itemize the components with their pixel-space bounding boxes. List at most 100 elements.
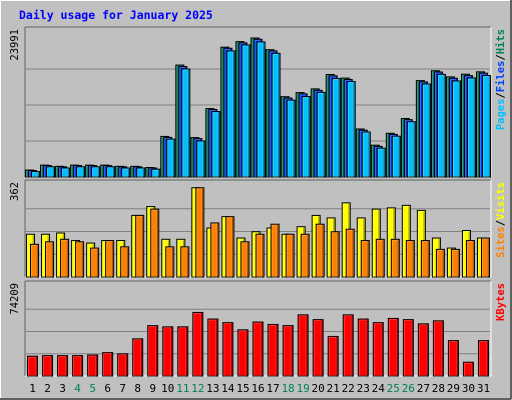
x-tick-label: 14 (221, 382, 235, 395)
bar-pages-day-17 (271, 52, 281, 178)
bar-pages-day-23 (361, 131, 371, 178)
x-tick-label: 9 (149, 382, 156, 395)
bar-sites-day-23 (360, 240, 370, 278)
bar-sites-day-25 (390, 238, 400, 278)
x-tick-label: 26 (402, 382, 415, 395)
x-tick-label: 8 (134, 382, 141, 395)
ylabel-part: Hits (495, 29, 507, 54)
bar-sites-day-1 (30, 243, 40, 278)
bar-pages-day-27 (421, 83, 431, 178)
x-tick-label: 23 (357, 382, 370, 395)
bar-kbytes-day-19 (297, 314, 309, 377)
bar-sites-day-14 (225, 216, 235, 278)
ylabel-part: KBytes (495, 283, 507, 321)
x-tick-label: 18 (281, 382, 294, 395)
x-tick-label: 24 (372, 382, 386, 395)
bar-kbytes-day-17 (267, 323, 279, 377)
bar-sites-day-30 (465, 240, 475, 278)
bar-pages-day-13 (211, 111, 221, 178)
bar-pages-day-1 (31, 171, 41, 178)
bar-kbytes-day-29 (447, 340, 459, 377)
panel-hits-ylabel: Pages/Files/Hits (495, 29, 507, 130)
bar-sites-day-2 (45, 241, 55, 278)
bar-pages-day-16 (256, 41, 266, 178)
panel-kbytes: 74209 KBytes (9, 280, 507, 377)
bar-kbytes-day-10 (162, 326, 174, 377)
bar-sites-day-9 (150, 208, 160, 278)
bar-kbytes-day-31 (477, 340, 489, 377)
bar-pages-day-3 (61, 167, 71, 178)
bar-sites-day-11 (180, 246, 190, 278)
x-tick-label: 21 (327, 382, 340, 395)
panel-hits: 23991 Pages/Files/Hits (9, 26, 507, 178)
x-tick-label: 31 (477, 382, 490, 395)
bar-kbytes-day-9 (147, 325, 159, 377)
bar-sites-day-10 (165, 246, 175, 278)
bar-kbytes-day-26 (402, 319, 414, 377)
bar-sites-day-26 (405, 240, 415, 278)
bar-sites-day-21 (330, 231, 340, 278)
bar-kbytes-day-6 (102, 352, 114, 377)
chart-title: Daily usage for January 2025 (19, 8, 213, 22)
bar-kbytes-day-18 (282, 325, 294, 377)
bar-kbytes-day-8 (132, 338, 144, 377)
x-tick-label: 13 (206, 382, 219, 395)
bar-kbytes-day-20 (312, 319, 324, 377)
bar-sites-day-27 (420, 240, 430, 278)
bar-pages-day-6 (106, 166, 116, 178)
x-tick-label: 4 (74, 382, 81, 395)
x-tick-label: 28 (432, 382, 445, 395)
x-tick-label: 27 (417, 382, 430, 395)
bar-pages-day-5 (91, 166, 101, 178)
bar-sites-day-29 (450, 248, 460, 278)
bar-kbytes-day-16 (252, 321, 264, 377)
bar-pages-day-30 (466, 77, 476, 178)
x-tick-label: 6 (104, 382, 111, 395)
x-tick-label: 29 (447, 382, 460, 395)
bar-pages-day-10 (166, 138, 176, 178)
bar-pages-day-18 (286, 99, 296, 178)
bar-sites-day-17 (270, 223, 280, 278)
bar-pages-day-14 (226, 50, 236, 178)
bar-sites-day-31 (480, 237, 490, 278)
bar-sites-day-28 (435, 248, 445, 278)
bar-kbytes-day-1 (27, 355, 39, 377)
bar-kbytes-day-15 (237, 329, 249, 377)
bar-pages-day-24 (376, 147, 386, 178)
bar-pages-day-15 (241, 44, 251, 178)
bar-sites-day-4 (75, 241, 85, 278)
bar-kbytes-day-11 (177, 326, 189, 377)
bar-kbytes-day-3 (57, 355, 69, 377)
bar-pages-day-31 (481, 75, 491, 178)
x-tick-label: 30 (462, 382, 475, 395)
bar-pages-day-28 (436, 73, 446, 178)
bar-pages-day-20 (316, 91, 326, 178)
y-max-label: 23991 (9, 29, 21, 61)
bar-kbytes-day-22 (342, 314, 354, 377)
bar-pages-day-25 (391, 135, 401, 178)
bar-kbytes-day-23 (357, 318, 369, 377)
bar-pages-day-2 (46, 166, 56, 178)
ylabel-part: / (495, 220, 507, 226)
bar-kbytes-day-30 (462, 361, 474, 377)
bar-sites-day-7 (120, 246, 130, 278)
bar-sites-day-15 (240, 241, 250, 278)
panel-visits: 362 Sites/Visits (9, 179, 507, 278)
bar-sites-day-18 (285, 233, 295, 278)
bar-sites-day-5 (90, 247, 100, 278)
bar-sites-day-22 (345, 228, 355, 278)
x-tick-label: 15 (236, 382, 249, 395)
ylabel-part: Pages (495, 99, 507, 131)
x-tick-label: 12 (191, 382, 204, 395)
bar-kbytes-day-24 (372, 322, 384, 377)
bar-sites-day-20 (315, 223, 325, 278)
bar-pages-day-12 (196, 140, 206, 178)
x-tick-label: 20 (312, 382, 325, 395)
panel-visits-ylabel: Sites/Visits (495, 182, 507, 258)
bar-pages-day-8 (136, 167, 146, 178)
x-tick-label: 19 (296, 382, 309, 395)
bar-pages-day-22 (346, 81, 356, 178)
bar-kbytes-day-5 (87, 354, 99, 377)
panel-kbytes-ylabel: KBytes (495, 283, 507, 321)
